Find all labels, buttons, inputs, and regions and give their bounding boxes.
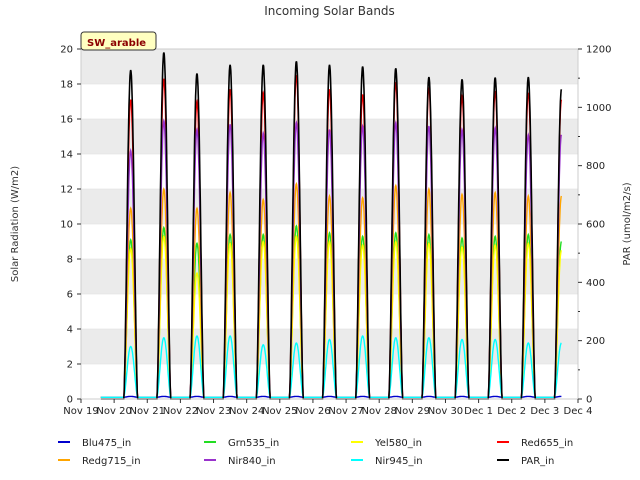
x-tick-label: Dec 4 (564, 406, 593, 417)
series-line-nir945_in (100, 335, 562, 398)
y-tick-label: 14 (60, 150, 73, 161)
y2-tick-label: 0 (586, 395, 592, 406)
plot-lines (100, 52, 563, 400)
y2-axis-label: PAR (umol/m2/s) (622, 182, 633, 265)
x-tick-label: Nov 28 (361, 406, 396, 417)
x-tick-label: Nov 30 (428, 406, 463, 417)
y-axis-label: Solar Radiation (W/m2) (10, 166, 21, 282)
y-tick-label: 18 (60, 80, 73, 91)
x-tick-label: Dec 3 (530, 406, 559, 417)
legend-label: Grn535_in (228, 438, 279, 449)
site-badge: SW_arable (80, 31, 157, 51)
y-tick-label: 4 (67, 325, 73, 336)
legend-label: Red655_in (521, 438, 573, 449)
grid-band (81, 259, 578, 294)
y2-tick-label: 1000 (586, 103, 611, 114)
y-tick-label: 8 (67, 255, 73, 266)
x-tick-label: Nov 19 (63, 406, 98, 417)
legend: Blu475_in Grn535_in Yel580_in Red655_in Redg… (58, 438, 573, 467)
y-tick-label: 10 (60, 220, 73, 231)
grid-band (81, 119, 578, 154)
axes: 02468101214161820020040060080010001200No… (60, 45, 611, 418)
x-tick-label: Nov 29 (395, 406, 430, 417)
x-tick-label: Nov 21 (130, 406, 165, 417)
grid-band (81, 329, 578, 364)
y2-tick-label: 600 (586, 220, 605, 231)
legend-label: PAR_in (521, 456, 554, 467)
x-tick-label: Nov 25 (262, 406, 297, 417)
legend-label: Nir840_in (228, 456, 276, 467)
y-tick-label: 12 (60, 185, 73, 196)
x-tick-label: Nov 27 (328, 406, 363, 417)
chart-title: Incoming Solar Bands (264, 4, 395, 18)
x-tick-label: Nov 26 (295, 406, 330, 417)
y-tick-label: 20 (60, 45, 73, 56)
y2-tick-label: 800 (586, 161, 605, 172)
y2-tick-label: 200 (586, 336, 605, 347)
x-tick-label: Nov 23 (196, 406, 231, 417)
legend-label: Yel580_in (374, 438, 422, 449)
x-tick-label: Dec 1 (464, 406, 493, 417)
y2-tick-label: 1200 (586, 45, 611, 56)
y-tick-label: 0 (67, 395, 73, 406)
y-tick-label: 2 (67, 360, 73, 371)
y-tick-label: 6 (67, 290, 73, 301)
legend-label: Redg715_in (82, 456, 141, 467)
site-badge-box (80, 31, 157, 51)
y2-tick-label: 400 (586, 278, 605, 289)
x-tick-label: Nov 24 (229, 406, 264, 417)
grid-bands (81, 48, 578, 400)
x-tick-label: Dec 2 (497, 406, 526, 417)
x-tick-label: Nov 20 (96, 406, 131, 417)
legend-label: Nir945_in (375, 456, 423, 467)
site-badge-label: SW_arable (87, 38, 146, 49)
x-tick-label: Nov 22 (163, 406, 198, 417)
legend-label: Blu475_in (82, 438, 131, 449)
y-tick-label: 16 (60, 115, 73, 126)
